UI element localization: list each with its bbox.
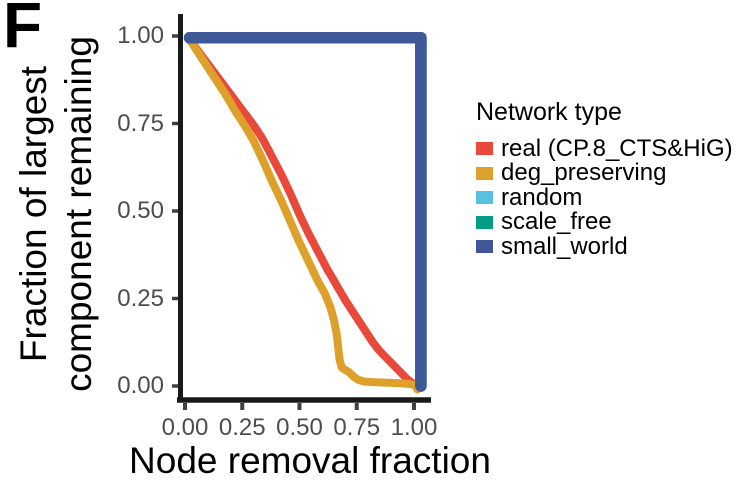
y-tick-label: 0.75 [117, 109, 164, 137]
legend-item: random [476, 183, 733, 211]
x-tick-label: 0.00 [161, 414, 209, 441]
y-tick-label: 1.00 [117, 22, 164, 49]
series-line-real-cp-8-cts-hig- [185, 35, 418, 389]
legend-swatch-icon [476, 142, 493, 156]
panel-label: F [3, 0, 42, 61]
x-tick-label: 0.25 [218, 414, 266, 441]
legend-label: real (CP.8_CTS&HiG) [501, 134, 733, 162]
legend-label: small_world [501, 232, 628, 260]
series-line-small-world [183, 32, 427, 392]
x-tick-label: 1.00 [390, 414, 438, 441]
legend-items: real (CP.8_CTS&HiG) deg_preserving random s… [476, 134, 733, 260]
x-tick-label: 0.75 [333, 414, 381, 441]
legend-swatch-icon [476, 240, 493, 254]
y-tick-label: 0.25 [117, 284, 164, 312]
legend-swatch-icon [476, 215, 493, 229]
legend-label: scale_free [501, 208, 612, 236]
legend-item: small_world [476, 232, 733, 260]
x-axis-title: Node removal fraction [129, 440, 491, 481]
legend-item: deg_preserving [476, 161, 733, 186]
legend: Network type real (CP.8_CTS&HiG) deg_pres… [476, 98, 733, 260]
legend-item: real (CP.8_CTS&HiG) [476, 134, 733, 162]
legend-title: Network type [476, 98, 622, 126]
y-tick-label: 0.00 [117, 372, 164, 399]
series-line-deg-preserving [185, 35, 422, 394]
legend-swatch-icon [476, 166, 493, 180]
x-tick-label: 0.50 [276, 414, 323, 441]
legend-label: deg_preserving [501, 159, 667, 187]
legend-item: scale_free [476, 210, 733, 235]
y-tick-label: 0.50 [117, 197, 164, 224]
legend-label: random [501, 183, 583, 211]
legend-swatch-icon [476, 191, 493, 205]
